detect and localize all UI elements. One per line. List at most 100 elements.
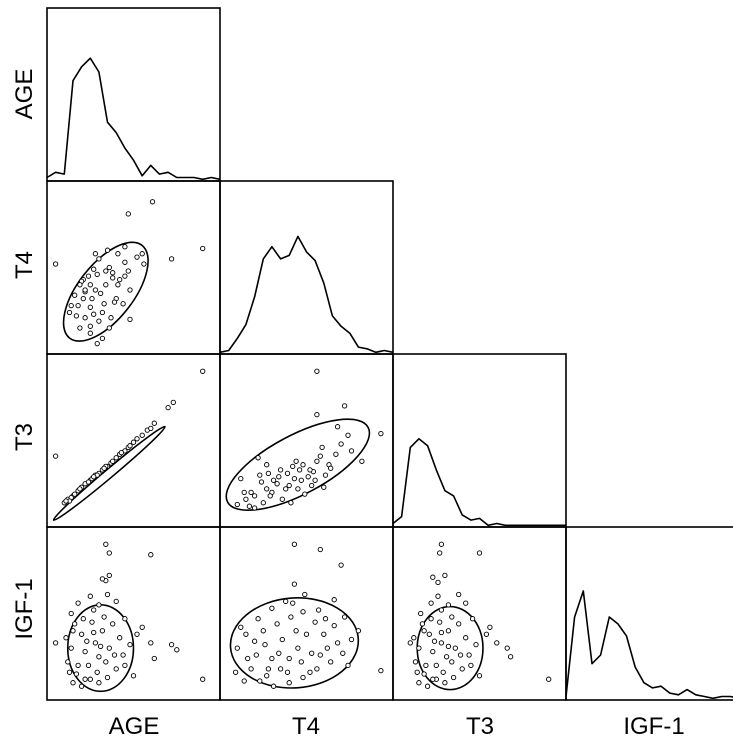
data-point-igf1-vs-t3-8 — [428, 600, 434, 606]
data-point-igf1-vs-t3-13 — [463, 600, 469, 606]
data-point-igf1-vs-t4-57 — [345, 662, 351, 669]
data-point-igf1-vs-age-56 — [84, 638, 90, 644]
data-point-t3-vs-t4-11 — [291, 475, 298, 482]
data-point-igf1-vs-age-21 — [200, 676, 206, 682]
col-label-t4: T4 — [292, 713, 320, 740]
data-point-igf1-vs-t4-39 — [315, 607, 322, 613]
data-point-igf1-vs-t3-25 — [442, 680, 448, 686]
data-point-igf1-vs-age-47 — [72, 621, 78, 627]
data-point-t3-vs-age-30 — [72, 491, 78, 497]
data-point-igf1-vs-t3-40 — [452, 645, 458, 651]
data-point-t4-vs-age-35 — [73, 313, 80, 319]
data-point-t3-vs-t4-46 — [248, 489, 254, 496]
data-point-t3-vs-t4-55 — [257, 472, 263, 478]
data-point-t4-vs-age-7 — [110, 270, 116, 276]
data-point-igf1-vs-age-29 — [70, 680, 76, 686]
data-point-igf1-vs-age-2 — [148, 552, 154, 558]
data-point-igf1-vs-age-33 — [99, 628, 106, 634]
data-point-t4-vs-age-25 — [122, 273, 128, 279]
data-point-igf1-vs-t4-30 — [277, 666, 284, 672]
data-point-t3-vs-t4-33 — [305, 474, 311, 480]
data-point-t3-vs-t4-15 — [264, 486, 270, 492]
data-point-t3-vs-t4-41 — [300, 462, 306, 468]
data-point-t4-vs-age-31 — [87, 323, 93, 329]
data-point-igf1-vs-age-15 — [134, 631, 140, 637]
data-point-t4-vs-age-40 — [104, 247, 111, 253]
data-point-igf1-vs-t3-10 — [435, 593, 441, 599]
data-point-t4-vs-age-13 — [82, 315, 88, 321]
data-point-igf1-vs-t3-18 — [504, 645, 510, 651]
data-point-t3-vs-t4-7 — [314, 458, 320, 464]
data-point-igf1-vs-age-30 — [75, 662, 81, 669]
data-point-igf1-vs-t3-51 — [449, 659, 455, 665]
data-point-igf1-vs-age-48 — [63, 635, 69, 641]
data-point-igf1-vs-age-45 — [91, 607, 97, 613]
data-point-igf1-vs-t3-16 — [487, 624, 493, 630]
data-point-t4-vs-age-45 — [141, 261, 147, 267]
data-point-igf1-vs-t3-39 — [443, 654, 450, 660]
data-point-t4-vs-age-42 — [122, 259, 128, 265]
data-point-igf1-vs-age-1 — [106, 550, 112, 556]
data-point-igf1-vs-t3-44 — [438, 607, 445, 613]
data-point-t4-vs-age-54 — [115, 282, 121, 288]
data-point-t3-vs-t4-19 — [241, 489, 247, 496]
data-point-igf1-vs-t4-15 — [286, 680, 292, 686]
data-point-igf1-vs-t3-52 — [457, 652, 464, 658]
data-point-t3-vs-age-5 — [148, 425, 154, 432]
data-point-t3-vs-t4-49 — [286, 482, 292, 489]
data-point-igf1-vs-t4-6 — [283, 598, 289, 605]
data-point-igf1-vs-t4-7 — [269, 605, 275, 611]
data-point-t4-vs-age-1 — [125, 211, 131, 217]
data-point-t4-vs-age-17 — [94, 340, 100, 347]
data-point-igf1-vs-t3-43 — [449, 614, 455, 620]
data-point-t4-vs-age-39 — [92, 251, 99, 257]
data-point-t3-vs-t4-23 — [258, 479, 265, 485]
data-point-t3-vs-t4-28 — [309, 482, 315, 489]
data-point-t4-vs-age-44 — [139, 251, 145, 257]
data-point-igf1-vs-age-5 — [99, 576, 106, 582]
data-point-igf1-vs-age-46 — [80, 616, 86, 622]
data-point-igf1-vs-t4-28 — [295, 645, 301, 651]
data-point-t3-vs-t4-2 — [314, 411, 320, 418]
data-point-t3-vs-t4-10 — [293, 458, 299, 464]
data-point-igf1-vs-t4-14 — [270, 683, 277, 689]
data-point-t4-vs-age-4 — [200, 245, 206, 252]
col-label-igf1: IGF-1 — [623, 713, 684, 740]
data-point-t3-vs-age-37 — [63, 498, 69, 504]
data-point-t3-vs-t4-50 — [295, 486, 301, 492]
data-point-igf1-vs-t3-35 — [416, 645, 422, 651]
data-point-igf1-vs-age-23 — [120, 652, 126, 658]
data-point-t4-vs-age-5 — [134, 254, 140, 260]
data-point-t3-vs-t4-48 — [276, 474, 282, 480]
data-point-igf1-vs-age-12 — [104, 591, 111, 598]
data-point-t3-vs-t4-34 — [283, 486, 289, 492]
data-point-t3-vs-age-1 — [200, 368, 206, 374]
data-point-igf1-vs-age-22 — [127, 641, 133, 648]
data-point-t3-vs-t4-39 — [277, 467, 284, 473]
data-point-igf1-vs-t3-7 — [421, 628, 427, 634]
row-label-age: AGE — [11, 69, 38, 120]
data-point-igf1-vs-t3-48 — [414, 669, 420, 675]
data-point-igf1-vs-t3-57 — [445, 643, 452, 650]
data-point-t4-vs-age-56 — [66, 309, 73, 316]
data-point-igf1-vs-t4-19 — [340, 650, 346, 656]
data-point-igf1-vs-t3-24 — [450, 674, 457, 681]
data-point-igf1-vs-age-53 — [111, 652, 118, 658]
data-point-t3-vs-t4-14 — [274, 481, 280, 487]
data-point-igf1-vs-t3-31 — [438, 640, 445, 646]
data-point-igf1-vs-age-14 — [122, 616, 128, 622]
data-point-igf1-vs-t4-27 — [303, 631, 310, 637]
data-point-t3-vs-age-0 — [52, 453, 59, 459]
data-point-igf1-vs-t3-11 — [445, 602, 452, 608]
data-point-igf1-vs-age-57 — [91, 629, 97, 636]
data-point-igf1-vs-t4-16 — [300, 674, 306, 681]
panel-frames — [46, 7, 733, 701]
variable-labels: AGE T4 T3 IGF-1 AGE T4 T3 IGF-1 — [11, 69, 685, 740]
data-point-t3-vs-age-6 — [151, 420, 157, 426]
data-point-t4-vs-age-57 — [68, 302, 74, 309]
data-point-t3-vs-t4-16 — [251, 493, 258, 499]
data-point-igf1-vs-t4-37 — [288, 614, 294, 620]
data-point-igf1-vs-t4-53 — [245, 655, 251, 662]
data-point-t4-vs-age-2 — [149, 199, 156, 205]
data-point-t4-vs-age-38 — [108, 315, 114, 321]
